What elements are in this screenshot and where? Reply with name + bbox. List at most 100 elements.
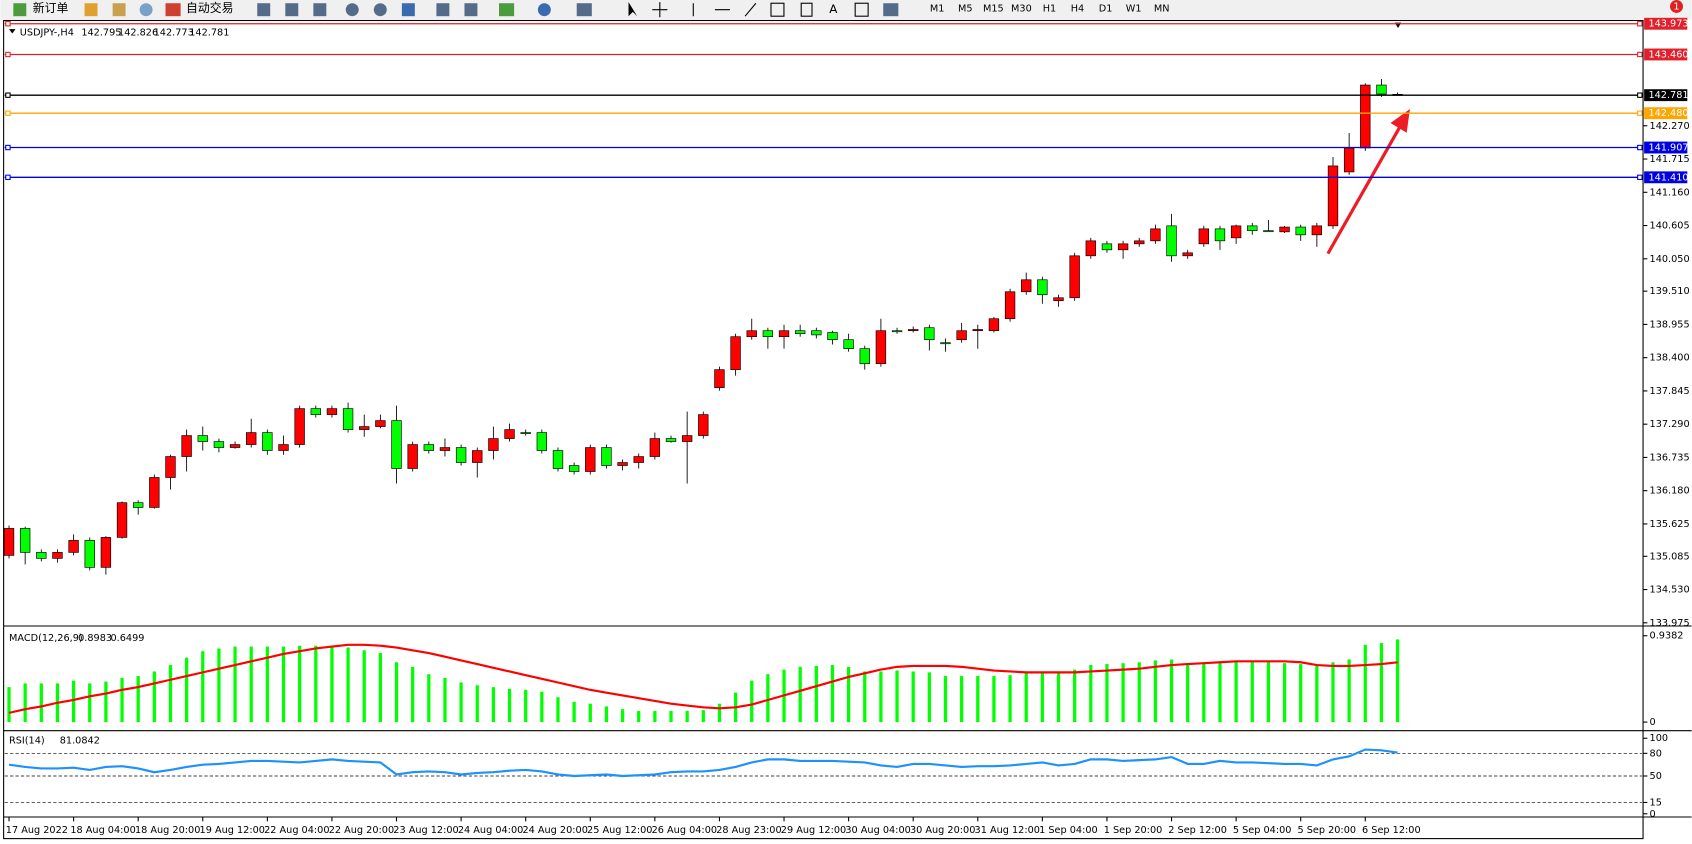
macd-bar (1186, 663, 1190, 723)
candle-body (794, 330, 806, 335)
y-tick-label: 137.290 (1650, 419, 1690, 430)
x-tick-label: 1 Sep 20:00 (1104, 825, 1163, 836)
candle-body (359, 426, 370, 430)
macd-bar (233, 646, 237, 723)
macd-bar (1347, 659, 1351, 723)
timeframe[interactable]: W1 (1126, 4, 1142, 15)
macd-bar (443, 677, 447, 723)
macd-bar (298, 645, 302, 723)
candle-body (601, 447, 612, 466)
candle-body (972, 329, 983, 332)
x-tick-label: 17 Aug 2022 (6, 825, 68, 836)
candle-body (1230, 225, 1242, 239)
timeframe[interactable]: M1 (930, 4, 945, 15)
candle-body (1134, 240, 1145, 245)
y-tick-label: 141.715 (1650, 154, 1690, 165)
macd-bar (1008, 675, 1012, 723)
y-tick-label: 50 (1650, 771, 1662, 782)
candle-body (310, 408, 321, 415)
toolbar: 新订单 自动交易 A M1 M5 M15 M30 H1 H4 D1 W1 MN 1 (0, 0, 1692, 20)
y-tick-label: 136.180 (1650, 486, 1690, 497)
level-handle (1637, 110, 1643, 116)
header-value: 142.795 (81, 27, 121, 38)
candle-body (827, 332, 838, 341)
candle-body (149, 477, 160, 508)
x-tick-label: 29 Aug 12:00 (781, 825, 846, 836)
level-label-bg (1644, 89, 1688, 102)
candle-body (568, 465, 580, 472)
macd-bar (71, 680, 76, 723)
macd-bar (766, 674, 770, 723)
timeframe[interactable]: D1 (1099, 4, 1113, 15)
candle-body (698, 414, 709, 436)
header-triangle (9, 29, 16, 34)
macd-bar (895, 670, 899, 723)
timeframe[interactable]: H4 (1071, 4, 1084, 15)
level-handle (1637, 174, 1643, 181)
macd-bar (152, 671, 156, 723)
icon (165, 3, 181, 17)
candle-body (278, 444, 289, 451)
candle-body (439, 447, 451, 451)
candle-body (649, 438, 661, 457)
y-tick-label: 0 (1650, 717, 1656, 728)
macd-bar (1331, 662, 1335, 723)
candle-body (165, 456, 176, 478)
level-label: 141.907 (1648, 143, 1688, 154)
candle-body (988, 318, 1000, 332)
auto-trade[interactable]: 自动交易 (186, 1, 233, 15)
macd-bar (459, 682, 463, 723)
icon (84, 3, 98, 17)
candle-body (181, 435, 192, 457)
macd-bar (136, 676, 140, 723)
badge-count: 1 (1673, 1, 1679, 12)
timeframe[interactable]: MN (1154, 4, 1170, 15)
timeframe[interactable]: M30 (1011, 4, 1032, 15)
candle-body (633, 456, 644, 463)
timeframe[interactable]: H1 (1043, 4, 1056, 15)
macd-bar (394, 662, 399, 723)
macd-bar (524, 689, 528, 723)
candle-body (665, 438, 677, 442)
candle-body (488, 438, 499, 451)
macd-bar (120, 677, 124, 723)
x-tick-label: 1 Sep 04:00 (1039, 825, 1098, 836)
macd-bar (249, 646, 253, 723)
candle-body (762, 330, 774, 338)
y-tick-label: 140.605 (1650, 221, 1690, 232)
level-handle (5, 144, 11, 151)
macd-bar (556, 697, 560, 723)
signal-line (8, 643, 1398, 714)
macd-bar (1105, 664, 1109, 723)
macd-bar (217, 648, 221, 723)
macd-bar (604, 706, 609, 723)
candle-body (956, 330, 967, 341)
candle-body (455, 447, 467, 463)
header-value: 0.6499 (110, 633, 144, 644)
candle-body (1085, 240, 1096, 257)
candle-body (68, 540, 79, 553)
x-tick-label: 30 Aug 20:00 (910, 825, 975, 836)
timeframe[interactable]: M15 (983, 4, 1004, 15)
candle-body (1182, 252, 1193, 257)
macd-bar (717, 703, 722, 723)
macd-bar (588, 703, 592, 723)
badge (1670, 0, 1683, 13)
level-label-bg (1644, 107, 1688, 120)
level-handle (5, 110, 11, 116)
new-order[interactable]: 新订单 (33, 1, 69, 15)
candle-body (1021, 279, 1032, 293)
macd-bar (185, 657, 189, 723)
candle-body (859, 348, 870, 364)
chart-frame (3, 19, 1644, 840)
level-label: 142.781 (1648, 90, 1688, 101)
candle-body (552, 450, 564, 469)
macd-bar (201, 651, 205, 723)
y-tick-label: 135.085 (1650, 551, 1690, 562)
y-tick-label: 141.160 (1650, 187, 1690, 198)
candle-body (407, 444, 418, 469)
candle-body (1198, 228, 1210, 245)
macd-bar (7, 687, 11, 723)
timeframe[interactable]: M5 (958, 4, 973, 15)
